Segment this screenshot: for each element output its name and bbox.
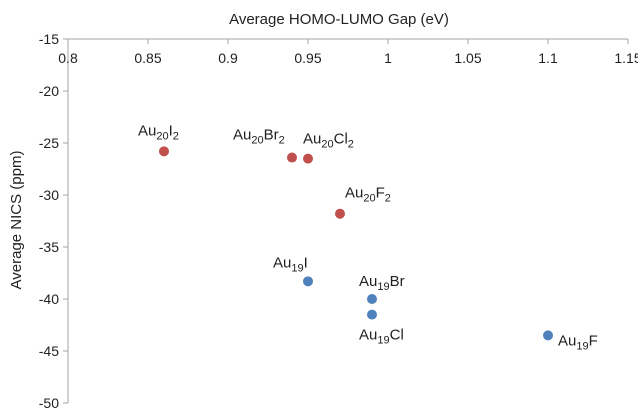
data-points <box>159 146 553 341</box>
x-tick-label: 1.05 <box>454 50 481 66</box>
scatter-point <box>287 152 297 163</box>
x-tick-label: 0.8 <box>58 50 78 66</box>
scatter-point <box>367 309 377 320</box>
scatter-point <box>335 208 345 219</box>
point-label: Au20Cl2 <box>303 131 354 151</box>
y-tick-label: -45 <box>39 343 59 359</box>
x-tick-labels: 0.8 0.85 0.9 0.95 1 1.05 1.1 1.15 <box>58 39 638 66</box>
point-label: Au19Br <box>359 273 405 293</box>
point-label: Au19I <box>273 254 308 274</box>
scatter-point <box>159 146 169 157</box>
y-tick-label: -25 <box>39 135 59 151</box>
y-tick-label: -30 <box>39 187 59 203</box>
point-labels: Au20I2 Au20Br2 Au20Cl2 Au20F2 Au19I Au19Br Au1… <box>138 122 598 352</box>
x-tick-label: 1 <box>384 50 392 66</box>
y-tick-label: -40 <box>39 291 59 307</box>
point-label: Au20F2 <box>345 185 391 205</box>
x-axis-title: Average HOMO-LUMO Gap (eV) <box>229 11 449 28</box>
x-tick-label: 1.15 <box>614 50 638 66</box>
y-tick-label: -50 <box>39 395 59 410</box>
x-tick-label: 0.95 <box>294 50 321 66</box>
point-label: Au20Br2 <box>233 127 285 147</box>
y-tick-label: -20 <box>39 83 59 99</box>
y-tick-labels: -15 -20 -25 -30 -35 -40 -45 -50 <box>39 31 68 410</box>
scatter-point <box>367 294 377 304</box>
point-label: Au20I2 <box>138 122 179 142</box>
y-tick-label: -35 <box>39 239 59 255</box>
point-label: Au19Cl <box>359 327 404 347</box>
y-axis-title: Average NICS (ppm) <box>8 151 25 290</box>
point-label: Au19F <box>558 332 598 352</box>
x-tick-label: 0.9 <box>218 50 238 66</box>
scatter-point <box>303 276 313 287</box>
scatter-point <box>303 153 313 164</box>
y-tick-label: -15 <box>39 31 59 47</box>
x-tick-label: 0.85 <box>134 50 161 66</box>
x-tick-label: 1.1 <box>538 50 558 66</box>
scatter-point <box>543 330 553 341</box>
